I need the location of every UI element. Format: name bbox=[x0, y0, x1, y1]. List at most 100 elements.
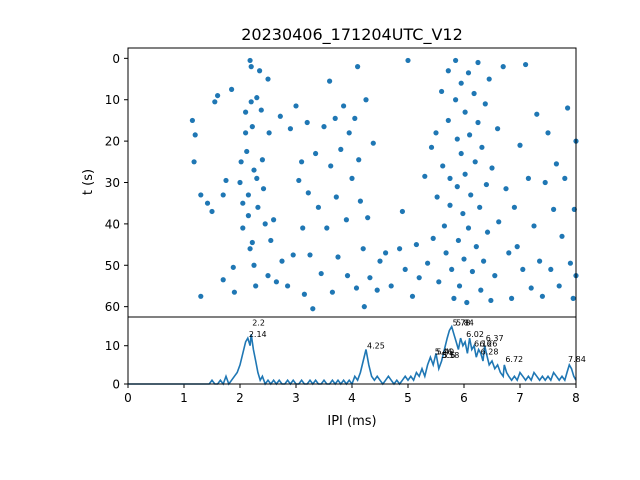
top-y-axis-label: t (s) bbox=[81, 169, 96, 195]
scatter-point bbox=[428, 144, 435, 150]
scatter-point bbox=[353, 285, 360, 291]
scatter-point bbox=[477, 204, 483, 210]
scatter-point bbox=[318, 270, 324, 277]
scatter-point bbox=[255, 204, 261, 210]
scatter-point bbox=[259, 157, 265, 163]
scatter-point bbox=[360, 246, 366, 252]
scatter-point bbox=[542, 179, 548, 186]
scatter-point bbox=[254, 95, 260, 101]
scatter-point bbox=[260, 186, 267, 192]
peak-annotation-label: 6.72 bbox=[505, 355, 523, 364]
scatter-point bbox=[258, 107, 264, 113]
scatter-point bbox=[562, 175, 568, 181]
scatter-point bbox=[367, 275, 373, 281]
scatter-point bbox=[551, 206, 557, 212]
scatter-point bbox=[570, 295, 576, 301]
scatter-point bbox=[277, 113, 283, 119]
scatter-point bbox=[377, 258, 383, 264]
scatter-point bbox=[445, 117, 451, 124]
scatter-point bbox=[301, 291, 307, 297]
top-y-tick-label: 30 bbox=[105, 176, 120, 190]
scatter-point bbox=[310, 306, 316, 312]
scatter-point bbox=[399, 208, 405, 215]
scatter-point bbox=[472, 159, 478, 165]
scatter-point bbox=[548, 266, 554, 273]
scatter-point bbox=[231, 289, 237, 295]
scatter-point bbox=[495, 126, 501, 132]
scatter-point bbox=[565, 105, 571, 111]
scatter-point bbox=[290, 252, 296, 258]
scatter-point bbox=[483, 181, 489, 188]
scatter-point bbox=[249, 239, 255, 246]
scatter-point bbox=[370, 140, 376, 146]
scatter-point bbox=[479, 144, 485, 150]
scatter-point bbox=[460, 210, 466, 217]
scatter-point bbox=[488, 297, 494, 304]
scatter-point bbox=[461, 256, 467, 262]
scatter-point bbox=[215, 92, 221, 99]
scatter-point bbox=[441, 223, 447, 229]
scatter-point bbox=[240, 200, 246, 206]
scatter-point bbox=[492, 273, 498, 279]
scatter-point bbox=[520, 266, 526, 273]
scatter-point bbox=[327, 78, 333, 84]
bottom-x-tick-label: 5 bbox=[404, 391, 412, 405]
scatter-point bbox=[500, 64, 506, 70]
scatter-point bbox=[506, 250, 512, 256]
scatter-point bbox=[343, 217, 349, 223]
scatter-point bbox=[352, 115, 358, 121]
bottom-axes-frame bbox=[127, 316, 577, 385]
scatter-point bbox=[464, 299, 470, 306]
scatter-point bbox=[416, 275, 422, 281]
peak-annotation-label: 5.58 bbox=[441, 351, 459, 360]
scatter-point bbox=[248, 64, 254, 70]
scatter-point bbox=[287, 126, 293, 132]
peak-annotation-label: 6.28 bbox=[481, 347, 499, 356]
scatter-point bbox=[422, 173, 428, 179]
scatter-point bbox=[245, 213, 251, 219]
scatter-point bbox=[383, 250, 389, 256]
scatter-point bbox=[455, 237, 461, 244]
bottom-x-tick-label: 8 bbox=[572, 391, 580, 405]
scatter-point bbox=[434, 194, 440, 200]
scatter-point bbox=[332, 115, 338, 121]
scatter-point bbox=[447, 202, 453, 208]
scatter-point bbox=[475, 119, 481, 126]
scatter-point bbox=[451, 295, 457, 301]
scatter-point bbox=[229, 86, 235, 92]
bottom-axis-ticks: 0 1 2 3 4 5 6 7 8 0 10 bbox=[105, 339, 580, 405]
scatter-point bbox=[268, 237, 274, 244]
scatter-point bbox=[453, 97, 459, 103]
scatter-point bbox=[405, 57, 411, 64]
peak-annotation-label: 6.16 bbox=[474, 340, 492, 349]
scatter-point bbox=[388, 283, 394, 289]
scatter-point bbox=[296, 177, 302, 184]
scatter-point bbox=[531, 223, 537, 229]
scatter-point bbox=[338, 146, 344, 152]
scatter-point bbox=[271, 217, 277, 223]
scatter-point bbox=[328, 163, 334, 169]
scatter-point bbox=[454, 136, 460, 142]
scatter-point bbox=[465, 225, 472, 231]
peak-annotation-label: 6.02 bbox=[466, 330, 484, 339]
scatter-point bbox=[484, 229, 491, 235]
peak-annotation-label: 2.2 bbox=[252, 319, 265, 328]
scatter-point bbox=[357, 198, 363, 204]
scatter-point bbox=[223, 177, 229, 184]
scatter-point bbox=[454, 184, 460, 190]
scatter-point bbox=[402, 266, 408, 273]
scatter-point bbox=[537, 258, 543, 264]
scatter-point bbox=[436, 279, 442, 285]
scatter-point bbox=[517, 142, 523, 148]
scatter-point bbox=[341, 103, 347, 109]
scatter-point bbox=[237, 179, 243, 186]
top-y-ticks: 0 10 20 30 40 50 60 bbox=[105, 52, 128, 314]
scatter-point bbox=[329, 289, 335, 295]
scatter-point bbox=[254, 175, 260, 181]
top-y-tick-label: 60 bbox=[105, 300, 120, 314]
scatter-point bbox=[247, 57, 253, 64]
scatter-point bbox=[473, 244, 479, 250]
scatter-point bbox=[514, 244, 520, 250]
scatter-point bbox=[447, 175, 453, 181]
scatter-point bbox=[534, 111, 540, 117]
